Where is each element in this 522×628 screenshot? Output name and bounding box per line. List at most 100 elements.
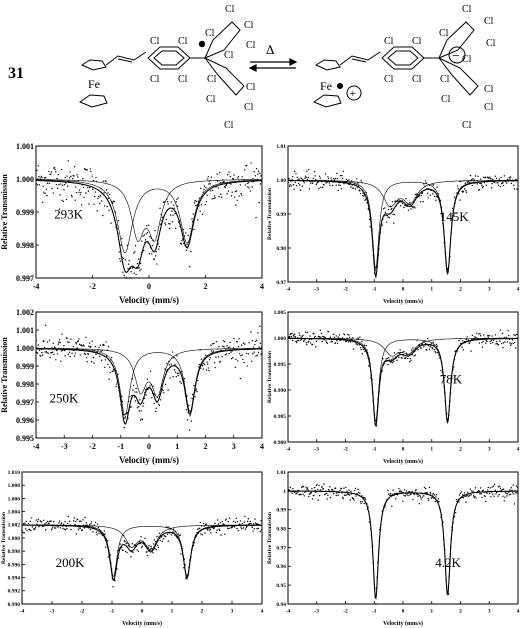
- data-point: [104, 359, 107, 361]
- data-point: [176, 372, 179, 375]
- data-point: [250, 162, 252, 164]
- x-tick-label: -1: [372, 447, 377, 453]
- data-point: [435, 493, 438, 496]
- data-point: [99, 202, 101, 205]
- data-point: [509, 493, 512, 495]
- data-point: [403, 494, 405, 497]
- anion-compound: −: [381, 21, 479, 96]
- data-point: [476, 183, 479, 185]
- data-point: [479, 493, 481, 495]
- data-point: [478, 342, 481, 344]
- data-point: [248, 187, 250, 189]
- data-point: [333, 336, 336, 339]
- data-point: [169, 223, 171, 225]
- data-point: [512, 342, 514, 345]
- x-tick-label: 2: [459, 447, 462, 453]
- data-point: [107, 345, 110, 348]
- data-point: [217, 187, 220, 189]
- data-point: [352, 348, 355, 350]
- data-point: [334, 177, 337, 180]
- y-tick-label: 1.004: [8, 510, 21, 516]
- temperature-label: 78K: [440, 372, 463, 387]
- data-point: [336, 172, 338, 175]
- data-point: [63, 344, 65, 347]
- data-point: [208, 369, 210, 372]
- data-point: [345, 340, 348, 342]
- data-point: [488, 492, 491, 495]
- data-point: [233, 174, 235, 176]
- data-point: [494, 334, 497, 336]
- data-point: [293, 335, 295, 337]
- data-point: [162, 538, 165, 540]
- data-point: [482, 185, 484, 188]
- data-point: [145, 394, 147, 396]
- data-point: [425, 491, 428, 494]
- data-point: [240, 344, 243, 346]
- data-point: [46, 341, 49, 343]
- data-point: [417, 349, 419, 351]
- svg-text:Cl: Cl: [150, 74, 160, 85]
- data-point: [348, 179, 350, 181]
- data-point: [503, 500, 505, 502]
- data-point: [462, 349, 465, 351]
- y-axis-label: Relative Transmission: [267, 188, 273, 240]
- data-point: [436, 345, 438, 347]
- data-point: [414, 354, 417, 356]
- data-point: [288, 177, 290, 180]
- data-point: [410, 349, 413, 351]
- data-point: [464, 495, 466, 498]
- data-point: [44, 192, 46, 195]
- data-point: [465, 338, 468, 341]
- data-point: [345, 494, 348, 496]
- data-point: [431, 346, 433, 349]
- data-point: [504, 491, 507, 493]
- data-point: [258, 201, 260, 204]
- data-point: [327, 177, 330, 180]
- data-point: [166, 362, 168, 365]
- data-point: [149, 235, 151, 238]
- data-point: [357, 488, 359, 490]
- data-point: [303, 339, 305, 341]
- data-point: [170, 363, 172, 365]
- data-point: [228, 517, 231, 519]
- data-point: [307, 489, 309, 491]
- data-point: [76, 174, 78, 176]
- data-point: [211, 198, 213, 200]
- data-point: [153, 402, 156, 405]
- data-point: [426, 492, 429, 494]
- data-point: [22, 523, 25, 525]
- data-point: [168, 526, 170, 528]
- data-point: [68, 520, 71, 522]
- x-tick-label: -2: [343, 287, 348, 293]
- data-point: [342, 170, 344, 172]
- data-point: [287, 181, 290, 184]
- data-point: [511, 339, 514, 341]
- data-point: [361, 352, 364, 355]
- data-point: [410, 493, 412, 495]
- data-point: [291, 492, 293, 494]
- data-point: [64, 528, 67, 531]
- data-point: [308, 188, 311, 190]
- data-point: [499, 185, 502, 188]
- data-point: [350, 490, 352, 493]
- data-point: [492, 493, 494, 495]
- data-point: [290, 185, 293, 187]
- data-point: [510, 487, 512, 489]
- data-point: [256, 354, 258, 356]
- data-point: [247, 186, 249, 188]
- data-point: [82, 186, 85, 189]
- data-point: [479, 487, 482, 489]
- data-point: [210, 190, 212, 192]
- data-point: [479, 182, 481, 185]
- data-point: [196, 390, 198, 393]
- data-point: [237, 177, 239, 179]
- data-point: [96, 210, 98, 212]
- data-point: [37, 344, 39, 346]
- data-point: [39, 177, 41, 179]
- data-point: [174, 212, 176, 215]
- data-point: [289, 486, 291, 489]
- x-tick-label: 0: [141, 609, 144, 615]
- data-point: [400, 490, 403, 493]
- data-point: [44, 529, 47, 531]
- data-point: [59, 342, 61, 344]
